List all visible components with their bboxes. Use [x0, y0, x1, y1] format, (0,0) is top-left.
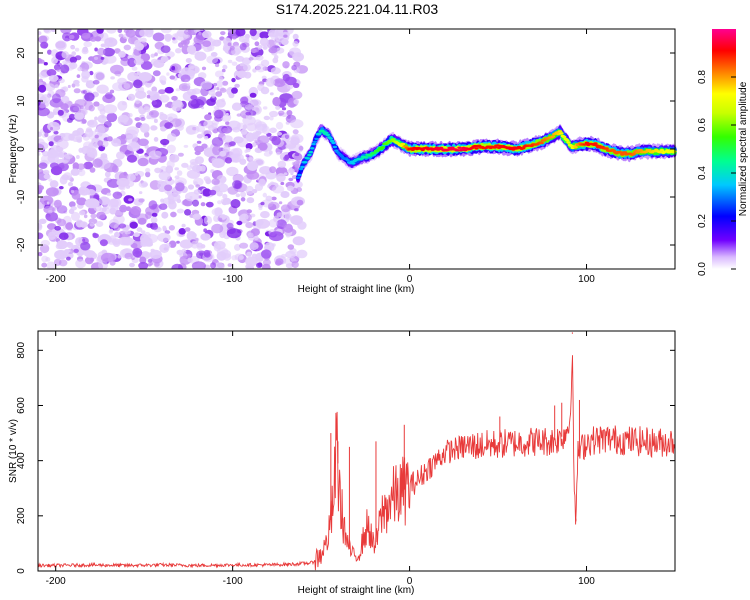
snr-y-label: SNR (10 * v/v): [8, 419, 19, 483]
ridge-cell: [303, 161, 308, 164]
ridge-cell: [314, 137, 319, 141]
snr-series-line: [38, 355, 675, 571]
spectrogram-x-ticks: -200 -100 0 100: [46, 29, 595, 285]
spectrogram-y-ticks: -20 -10 0 10 20: [16, 47, 675, 252]
ridge-cell: [295, 176, 301, 179]
x-tick-label: -200: [46, 274, 66, 285]
ridge-cell: [638, 148, 643, 152]
snr-panel: -200 -100 0 100 0 200 400 600 800 Height of str…: [8, 330, 676, 596]
ridge-cell: [345, 159, 350, 162]
ridge-cell: [305, 157, 311, 160]
colorbar-tick-label: 0.8: [697, 70, 708, 84]
ridge-cell: [521, 147, 526, 150]
ridge-cell: [635, 151, 640, 154]
ridge-cell: [311, 142, 316, 146]
colorbar-tick-label: 0.0: [697, 262, 708, 276]
ridge-cell: [300, 165, 305, 169]
ridge-cell: [410, 148, 415, 151]
ridge-cell: [457, 146, 462, 149]
ridge-cell: [564, 139, 570, 142]
ridge-cell: [390, 138, 396, 141]
y-tick-label: 800: [16, 342, 27, 359]
ridge-cell: [566, 141, 571, 144]
ridge-cell: [363, 156, 369, 159]
ridge-cell: [325, 133, 330, 137]
y-tick-label: 10: [16, 95, 27, 107]
ridge-cell: [622, 151, 628, 154]
ridge-cell: [331, 141, 336, 145]
ridge-cell: [604, 147, 609, 150]
colorbar: 0.0 0.2 0.4 0.6 0.8 Normalized spectral ampl…: [697, 29, 749, 276]
snr-x-label: Height of straight line (km): [298, 585, 415, 596]
x-tick-label: 0: [407, 576, 413, 587]
ridge-cell: [351, 162, 356, 165]
ridge-cell: [328, 137, 333, 140]
x-tick-label: 100: [578, 576, 595, 587]
figure-title: S174.2025.221.04.11.R03: [276, 1, 439, 17]
y-tick-label: 0: [16, 146, 27, 152]
colorbar-tick-label: 0.4: [697, 166, 708, 180]
ridge-cell: [380, 146, 386, 149]
snr-x-ticks: -200 -100 0 100: [46, 331, 595, 587]
y-tick-label: -20: [16, 237, 27, 252]
ridge-cell: [539, 141, 544, 145]
y-tick-label: -10: [16, 189, 27, 204]
snr-frame: [37, 330, 676, 572]
ridge-cell: [312, 140, 318, 143]
ridge-cell: [492, 146, 498, 149]
y-tick-label: 600: [16, 397, 27, 414]
ridge-cell: [297, 173, 302, 177]
ridge-cell: [620, 153, 625, 156]
ridge-cell: [298, 167, 304, 171]
ridge-cell: [372, 151, 377, 154]
x-tick-label: -100: [223, 576, 243, 587]
y-tick-label: 0: [16, 568, 27, 574]
colorbar-label: Normalized spectral amplitude: [738, 81, 749, 216]
ridge-cell: [557, 130, 563, 133]
ridge-cell: [573, 146, 578, 149]
colorbar-tick-label: 0.2: [697, 214, 708, 228]
ridge-cell: [550, 135, 556, 138]
ridge-cell: [474, 147, 479, 150]
noise-speckle: [38, 29, 308, 269]
spectrogram-y-label: Frequency (Hz): [8, 115, 19, 184]
ridge-cell: [659, 149, 665, 152]
snr-plot-area: [38, 332, 675, 571]
ridge-cell: [310, 147, 315, 150]
colorbar-tick-label: 0.6: [697, 118, 708, 132]
ridge-cell: [317, 132, 322, 136]
colorbar-gradient: [712, 29, 736, 269]
ridge-cell: [400, 142, 406, 146]
ridge-cell: [593, 142, 598, 145]
y-tick-label: 400: [16, 452, 27, 469]
colorbar-ticks: 0.0 0.2 0.4 0.6 0.8: [697, 70, 736, 276]
snr-y-ticks: 0 200 400 600 800: [16, 342, 675, 574]
spectrogram-ridge: [295, 123, 677, 186]
x-tick-label: 0: [407, 274, 413, 285]
ridge-cell: [562, 135, 567, 139]
ridge-cell: [307, 153, 312, 157]
ridge-cell: [332, 145, 338, 149]
x-tick-label: -200: [46, 576, 66, 587]
ridge-cell: [308, 150, 313, 154]
y-tick-label: 200: [16, 507, 27, 524]
x-tick-label: 100: [578, 274, 595, 285]
spectrogram-heatmap: [38, 29, 677, 269]
ridge-cell: [329, 139, 335, 143]
x-tick-label: -100: [223, 274, 243, 285]
ridge-cell: [631, 153, 636, 156]
y-tick-label: 20: [16, 47, 27, 59]
spectrogram-x-label: Height of straight line (km): [298, 284, 415, 295]
ridge-cell: [665, 149, 670, 152]
ridge-cell: [324, 131, 329, 134]
ridge-cell: [559, 132, 564, 135]
